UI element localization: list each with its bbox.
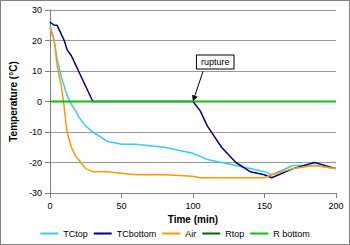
svg-text:30: 30 (32, 5, 42, 15)
svg-text:Air: Air (185, 229, 196, 239)
svg-text:0: 0 (37, 97, 42, 107)
svg-text:100: 100 (185, 201, 200, 211)
svg-text:20: 20 (32, 36, 42, 46)
svg-text:-20: -20 (29, 158, 42, 168)
svg-text:10: 10 (32, 66, 42, 76)
svg-text:-10: -10 (29, 127, 42, 137)
svg-text:TCtop: TCtop (63, 229, 88, 239)
svg-text:-30: -30 (29, 188, 42, 198)
svg-text:R bottom: R bottom (273, 229, 310, 239)
svg-text:Temperature (°C): Temperature (°C) (8, 61, 19, 142)
svg-text:Time (min): Time (min) (168, 214, 218, 225)
svg-text:50: 50 (116, 201, 126, 211)
svg-text:TCbottom: TCbottom (117, 229, 157, 239)
svg-text:Rtop: Rtop (225, 229, 244, 239)
svg-text:rupture: rupture (201, 57, 230, 67)
svg-text:150: 150 (257, 201, 272, 211)
svg-text:200: 200 (328, 201, 343, 211)
svg-text:0: 0 (47, 201, 52, 211)
